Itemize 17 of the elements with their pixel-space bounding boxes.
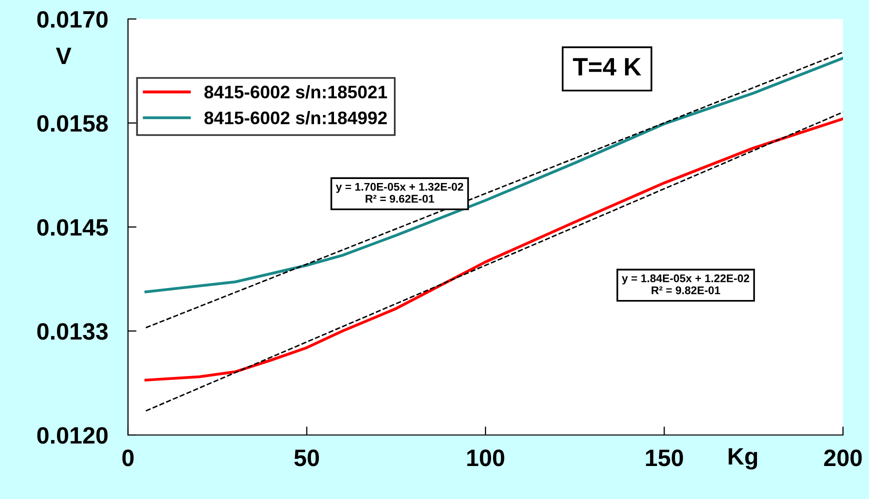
y-axis-title: V [56,48,72,64]
annotation: y = 1.70E-05x + 1.32E-02 R² = 9.62E-01 [336,182,464,203]
y-tick-label: 0.0133 [37,323,108,340]
x-tick-label: 150 [646,450,683,466]
legend-label: 8415-6002 s/n:184992 [204,111,387,124]
x-tick-label: 0 [122,450,134,466]
x-tick-label: 100 [467,450,504,466]
x-tick-label: 50 [294,450,319,466]
x-tick-label: 200 [824,450,862,466]
annotation: T=4 K [572,58,642,76]
y-tick-label: 0.0120 [37,427,108,444]
legend-label: 8415-6002 s/n:185021 [204,85,388,99]
y-tick-label: 0.0158 [37,115,108,132]
x-axis-title: Kg [728,448,758,470]
y-tick-label: 0.0170 [37,11,108,28]
y-tick-label: 0.0145 [37,219,108,236]
annotation: y = 1.84E-05x + 1.22E-02 R² = 9.82E-01 [622,274,750,294]
